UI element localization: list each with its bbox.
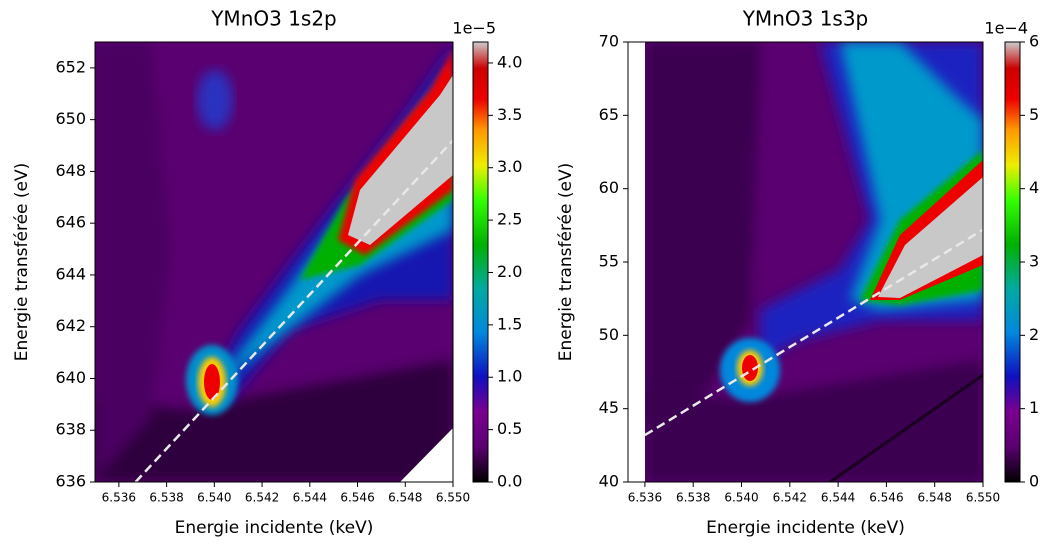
x-axis-label: Energie incidente (keV) xyxy=(175,518,374,538)
y-tick-label: 648 xyxy=(55,161,86,180)
x-tick-label: 6.546 xyxy=(869,491,903,505)
y-tick-label: 646 xyxy=(55,213,86,232)
heatmap-image xyxy=(628,42,983,482)
y-axis-label: Energie transférée (eV) xyxy=(12,163,32,361)
colorbar xyxy=(1005,42,1020,482)
colorbar-tick-label: 0.5 xyxy=(497,419,522,438)
colorbar-tick-label: 2 xyxy=(1029,325,1039,344)
x-tick-label: 6.542 xyxy=(245,491,279,505)
x-tick-label: 6.550 xyxy=(966,491,1000,505)
x-tick-label: 6.546 xyxy=(340,491,374,505)
x-tick-label: 6.550 xyxy=(436,491,470,505)
y-tick-label: 636 xyxy=(55,472,86,491)
x-tick-label: 6.544 xyxy=(293,491,327,505)
y-tick-label: 40 xyxy=(599,472,619,491)
y-tick-label: 60 xyxy=(599,178,619,197)
colorbar-tick-label: 0.0 xyxy=(497,472,522,491)
colorbar-tick-label: 3 xyxy=(1029,252,1039,271)
colorbar-tick-label: 2.0 xyxy=(497,262,522,281)
y-tick-label: 65 xyxy=(599,105,619,124)
y-tick-label: 55 xyxy=(599,252,619,271)
y-tick-label: 644 xyxy=(55,264,86,283)
y-tick-label: 70 xyxy=(599,32,619,51)
y-tick-label: 638 xyxy=(55,420,86,439)
x-tick-label: 6.538 xyxy=(149,491,183,505)
x-tick-label: 6.536 xyxy=(102,491,136,505)
colorbar-tick-label: 1 xyxy=(1029,398,1039,417)
y-tick-label: 650 xyxy=(55,109,86,128)
y-tick-label: 640 xyxy=(55,368,86,387)
colorbar-offset: 1e−5 xyxy=(452,19,496,38)
y-tick-label: 45 xyxy=(599,398,619,417)
colorbar-tick-label: 1.0 xyxy=(497,367,522,386)
x-tick-label: 6.544 xyxy=(821,491,855,505)
x-tick-label: 6.540 xyxy=(724,491,758,505)
chart-title: YMnO3 1s2p xyxy=(210,7,337,31)
x-tick-label: 6.548 xyxy=(918,491,952,505)
colorbar xyxy=(473,42,488,482)
colorbar-tick-label: 4.0 xyxy=(497,52,522,71)
colorbar-tick-label: 6 xyxy=(1029,32,1039,51)
colorbar-frame xyxy=(472,41,489,483)
colorbar-tick-label: 3.0 xyxy=(497,157,522,176)
colorbar-offset: 1e−4 xyxy=(984,19,1028,38)
x-tick-label: 6.538 xyxy=(676,491,710,505)
colorbar-tick-label: 4 xyxy=(1029,178,1039,197)
x-tick-label: 6.540 xyxy=(197,491,231,505)
colorbar-tick-label: 2.5 xyxy=(497,210,522,229)
x-tick-label: 6.536 xyxy=(628,491,662,505)
colorbar-tick-label: 0 xyxy=(1029,472,1039,491)
x-axis-label: Energie incidente (keV) xyxy=(706,518,905,538)
colorbar-tick-label: 3.5 xyxy=(497,105,522,124)
y-tick-label: 50 xyxy=(599,325,619,344)
chart-title: YMnO3 1s3p xyxy=(742,7,869,31)
guide-line xyxy=(644,228,983,437)
y-tick-label: 642 xyxy=(55,316,86,335)
x-tick-label: 6.542 xyxy=(773,491,807,505)
guide-line xyxy=(134,139,453,482)
colorbar-tick-label: 1.5 xyxy=(497,314,522,333)
y-axis-label: Energie transférée (eV) xyxy=(556,163,576,361)
heatmap-image xyxy=(95,42,453,482)
y-tick-label: 652 xyxy=(55,57,86,76)
axes-frame xyxy=(94,41,454,483)
x-tick-label: 6.548 xyxy=(388,491,422,505)
colorbar-tick-label: 5 xyxy=(1029,105,1039,124)
